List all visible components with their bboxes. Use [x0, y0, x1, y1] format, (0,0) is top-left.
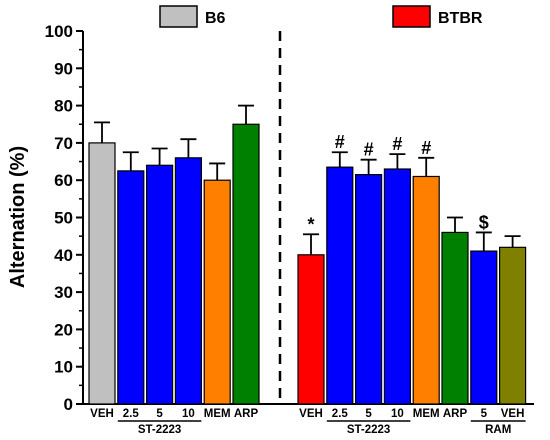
bar-b6-5	[146, 164, 174, 405]
x-tick-label-btbr-veh: VEH	[299, 408, 323, 420]
bar-b6-25	[117, 170, 145, 405]
x-tick-label-btbr-5: 5	[481, 408, 488, 420]
y-tick-label: 80	[54, 97, 73, 116]
legend-swatch-b6	[159, 5, 198, 28]
x-tick-label-b6-25: 2.5	[123, 408, 140, 420]
bar-b6-mem	[203, 179, 231, 405]
significance-marker-btbr-5: #	[364, 140, 374, 160]
y-tick-label: 10	[54, 358, 73, 377]
x-tick-label-btbr-mem: MEM	[413, 408, 440, 420]
bar-b6-10	[174, 157, 202, 405]
y-axis-label: Alternation (%)	[7, 146, 29, 288]
x-tick-label-btbr-25: 2.5	[332, 408, 349, 420]
y-tick-label: 20	[54, 320, 73, 339]
y-tick-label: 30	[54, 283, 73, 302]
significance-marker-btbr-25: #	[335, 132, 345, 152]
x-tick-label-btbr-10: 10	[391, 408, 404, 420]
y-tick-label: 0	[64, 395, 73, 414]
x-tick-label-btbr-5: 5	[365, 408, 372, 420]
legend-swatch-btbr	[392, 5, 431, 28]
x-tick-label-b6-10: 10	[182, 408, 195, 420]
legend-label-btbr: BTBR	[438, 10, 483, 27]
bar-btbr-25	[326, 166, 354, 405]
y-tick-label: 50	[54, 209, 73, 228]
significance-marker-btbr-mem: #	[421, 138, 431, 158]
group-label-ram: RAM	[485, 424, 511, 436]
y-tick-label: 100	[45, 22, 73, 41]
bar-b6-veh	[88, 142, 116, 405]
y-tick-label: 40	[54, 246, 73, 265]
y-tick-label: 90	[54, 59, 73, 78]
significance-marker-btbr-5: $	[479, 212, 489, 232]
x-tick-label-b6-arp: ARP	[234, 408, 259, 420]
bar-b6-arp	[232, 123, 260, 405]
y-tick-label: 60	[54, 171, 73, 190]
bar-btbr-5	[470, 250, 498, 405]
legend-label-b6: B6	[205, 10, 226, 27]
x-tick-label-b6-veh: VEH	[90, 408, 114, 420]
significance-marker-btbr-veh: *	[307, 214, 314, 234]
group-label-st-2223: ST-2223	[138, 424, 181, 436]
x-tick-label-b6-5: 5	[156, 408, 163, 420]
bar-btbr-mem	[412, 175, 440, 405]
bar-btbr-veh	[297, 254, 325, 405]
group-label-st-2223: ST-2223	[347, 424, 390, 436]
y-tick-label: 70	[54, 134, 73, 153]
x-tick-label-b6-mem: MEM	[204, 408, 231, 420]
x-tick-label-btbr-arp: ARP	[443, 408, 468, 420]
bar-btbr-veh	[499, 246, 527, 405]
significance-marker-btbr-10: #	[392, 134, 402, 154]
bar-btbr-arp	[441, 231, 469, 405]
bar-btbr-10	[383, 168, 411, 405]
x-tick-label-btbr-veh: VEH	[501, 408, 525, 420]
bar-btbr-5	[355, 174, 383, 405]
